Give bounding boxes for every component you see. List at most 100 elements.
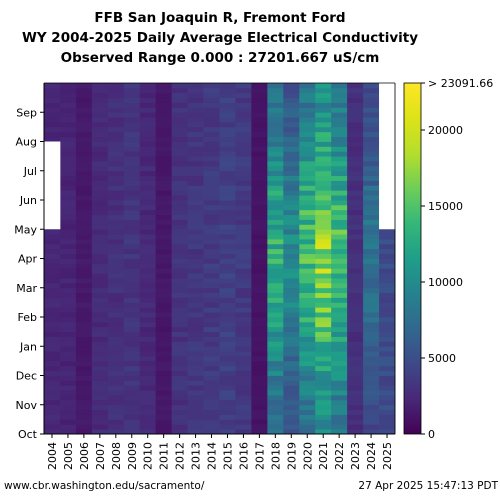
heatmap-cell	[91, 365, 109, 372]
heatmap-cell	[251, 317, 268, 323]
x-tick-label: 2007	[94, 442, 107, 470]
heatmap-cell	[267, 209, 284, 216]
heatmap-cell	[187, 185, 204, 191]
x-tick-label: 2012	[174, 442, 187, 470]
heatmap-cell	[107, 424, 125, 430]
heatmap-cell	[283, 219, 300, 225]
heatmap-cell	[283, 253, 300, 259]
heatmap-cell	[123, 351, 141, 357]
heatmap-cell	[299, 243, 316, 250]
colorbar-gradient	[403, 82, 422, 435]
heatmap-cell	[44, 395, 61, 401]
heatmap-cell	[235, 302, 252, 308]
heatmap-cell	[331, 219, 348, 225]
heatmap-cell	[59, 282, 77, 289]
heatmap-cell	[219, 307, 236, 313]
heatmap-cell	[187, 331, 204, 337]
heatmap-cell	[91, 321, 109, 328]
heatmap-cell	[267, 229, 284, 235]
heatmap-cell	[267, 87, 284, 94]
heatmap-cell	[267, 136, 284, 142]
heatmap-cell	[139, 263, 157, 269]
heatmap-cell	[123, 224, 141, 230]
heatmap-cell	[59, 229, 77, 235]
heatmap-cell	[299, 87, 316, 94]
heatmap-cell	[107, 282, 125, 289]
heatmap-cell	[267, 195, 284, 201]
heatmap-cell	[315, 336, 332, 342]
heatmap-cell	[363, 297, 380, 303]
heatmap-cell	[59, 151, 77, 157]
heatmap-cell	[331, 170, 348, 177]
heatmap-cell	[363, 351, 380, 357]
heatmap-cell	[171, 229, 188, 235]
heatmap-cell	[59, 419, 77, 425]
heatmap-cell	[251, 92, 268, 99]
heatmap-cell	[299, 180, 316, 186]
footer-url[interactable]: www.cbr.washington.edu/sacramento/	[4, 480, 205, 492]
heatmap-cell	[187, 297, 204, 303]
heatmap-cell	[219, 175, 236, 181]
heatmap-cell	[91, 253, 109, 259]
heatmap-cell	[59, 409, 77, 415]
heatmap-cell	[187, 424, 204, 430]
heatmap-cell	[75, 200, 93, 206]
heatmap-cell	[267, 165, 284, 172]
heatmap-cell	[219, 243, 236, 250]
heatmap-cell	[379, 395, 396, 401]
heatmap-cell	[283, 161, 300, 167]
heatmap-cell	[139, 273, 157, 279]
heatmap-cell	[219, 317, 236, 323]
heatmap-cell	[139, 126, 157, 133]
heatmap-cell	[203, 102, 220, 108]
heatmap-cell	[139, 399, 157, 406]
heatmap-cell	[155, 239, 173, 245]
heatmap-cell	[347, 292, 364, 298]
heatmap-cell	[331, 278, 348, 284]
heatmap-cell	[347, 419, 364, 425]
heatmap-cell	[44, 356, 61, 362]
y-tick-label: Sep	[16, 106, 37, 119]
heatmap-cell	[171, 429, 188, 435]
heatmap-cell	[123, 395, 141, 401]
heatmap-cell	[235, 229, 252, 235]
heatmap-cell	[139, 224, 157, 230]
heatmap-cell	[235, 375, 252, 381]
heatmap-cell	[203, 375, 220, 381]
heatmap-cell	[315, 351, 332, 357]
heatmap-cell	[75, 214, 93, 220]
heatmap-cell	[75, 287, 93, 294]
heatmap-cell	[107, 195, 125, 201]
heatmap-cell	[283, 414, 300, 420]
heatmap-cell	[315, 424, 332, 430]
heatmap-cell	[299, 209, 316, 216]
heatmap-cell	[235, 307, 252, 313]
heatmap-cell	[59, 365, 77, 372]
heatmap-cell	[363, 336, 380, 342]
heatmap-cell	[75, 234, 93, 240]
heatmap-cell	[203, 302, 220, 308]
heatmap-cell	[171, 395, 188, 401]
heatmap-cell	[139, 321, 157, 328]
heatmap-cell	[347, 200, 364, 206]
heatmap-cell	[123, 278, 141, 284]
heatmap-cell	[75, 370, 93, 376]
heatmap-cell	[44, 278, 61, 284]
heatmap-cell	[75, 273, 93, 279]
heatmap-cell	[59, 297, 77, 303]
heatmap-cell	[44, 404, 61, 411]
heatmap-cell	[139, 131, 157, 138]
heatmap-cell	[315, 122, 332, 128]
heatmap-cell	[75, 165, 93, 172]
heatmap-cell	[155, 424, 173, 430]
heatmap-cell	[59, 317, 77, 323]
heatmap-cell	[171, 200, 188, 206]
heatmap-cell	[235, 195, 252, 201]
heatmap-cell	[331, 195, 348, 201]
heatmap-cell	[155, 131, 173, 138]
heatmap-cell	[59, 404, 77, 411]
heatmap-cell	[331, 375, 348, 381]
heatmap-cell	[299, 268, 316, 274]
heatmap-cell	[91, 302, 109, 308]
heatmap-cell	[123, 307, 141, 313]
